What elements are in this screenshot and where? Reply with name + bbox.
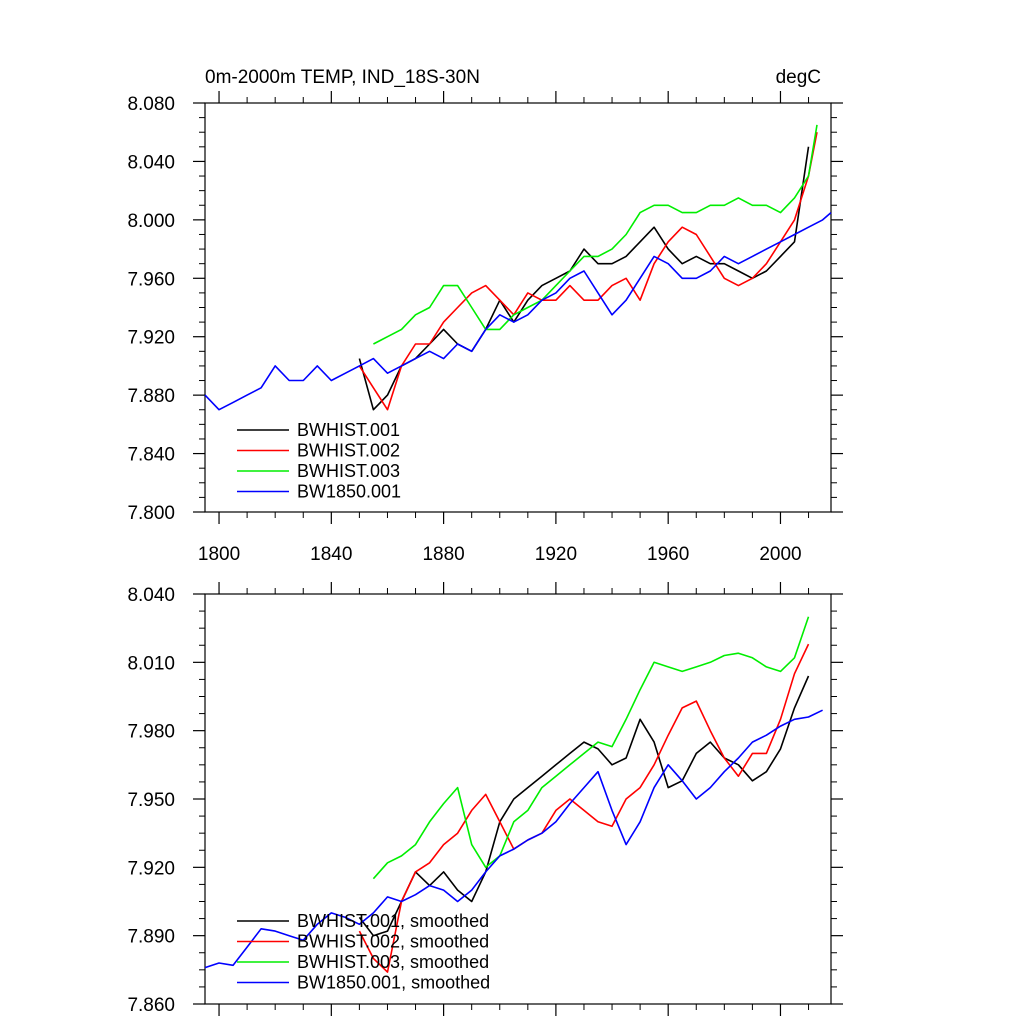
legend-label: BWHIST.003 xyxy=(297,461,400,481)
series-line-bw1850-001-smoothed xyxy=(204,709,823,969)
y-tick-label: 7.880 xyxy=(127,386,175,407)
bottom-series-lines xyxy=(204,616,823,973)
chart-title: 0m-2000m TEMP, IND_18S-30N xyxy=(205,67,480,88)
y-tick-label: 8.040 xyxy=(127,585,175,606)
y-tick-label: 7.980 xyxy=(127,722,175,743)
x-tick-label: 1920 xyxy=(535,544,577,565)
legend-label: BWHIST.002, smoothed xyxy=(297,932,489,952)
legend-label: BWHIST.002 xyxy=(297,441,400,461)
series-line-bwhist-001-smoothed xyxy=(358,675,810,937)
x-tick-label: 2000 xyxy=(759,544,801,565)
legend-label: BW1850.001 xyxy=(297,482,401,502)
series-line-bw1850-001 xyxy=(204,211,832,411)
series-line-bwhist-003-smoothed xyxy=(372,616,810,880)
series-line-bwhist-001 xyxy=(358,146,810,411)
y-tick-label: 7.960 xyxy=(127,269,175,290)
y-tick-label: 7.950 xyxy=(127,790,175,811)
series-line-bwhist-002-smoothed xyxy=(358,643,810,973)
legend-label: BWHIST.003, smoothed xyxy=(297,952,489,972)
chart-units: degC xyxy=(776,67,821,88)
x-tick-label: 1840 xyxy=(310,544,352,565)
y-tick-label: 7.840 xyxy=(127,445,175,466)
series-line-bwhist-002 xyxy=(358,132,818,411)
legend-label: BWHIST.001 xyxy=(297,420,400,440)
x-tick-label: 1960 xyxy=(647,544,689,565)
x-tick-label: 1800 xyxy=(198,544,240,565)
y-tick-label: 8.080 xyxy=(127,94,175,115)
legend-label: BW1850.001, smoothed xyxy=(297,973,490,993)
y-tick-label: 8.010 xyxy=(127,653,175,674)
top-axes: 7.800 7.840 7.880 7.920 7.960 8.000 8.040 8.080… xyxy=(127,91,843,565)
y-tick-label: 7.890 xyxy=(127,927,175,948)
y-tick-label: 8.000 xyxy=(127,211,175,232)
y-tick-label: 7.920 xyxy=(127,858,175,879)
y-tick-label: 7.920 xyxy=(127,328,175,349)
series-line-bwhist-003 xyxy=(373,124,818,345)
legend-label: BWHIST.001, smoothed xyxy=(297,911,489,931)
y-tick-label: 7.800 xyxy=(127,503,175,524)
y-tick-label: 7.860 xyxy=(127,995,175,1016)
top-series-lines xyxy=(204,124,832,411)
y-tick-label: 8.040 xyxy=(127,152,175,173)
x-tick-label: 1880 xyxy=(422,544,464,565)
bottom-axes: 7.860 7.890 7.920 7.950 7.980 8.010 8.040 xyxy=(127,582,843,1016)
